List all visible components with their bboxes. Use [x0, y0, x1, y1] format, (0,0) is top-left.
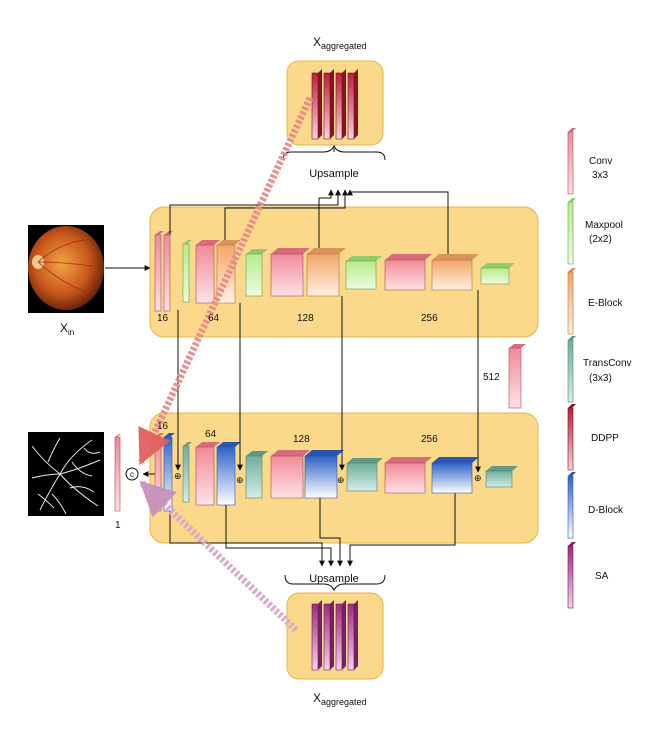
decoder-channels-256: 256 — [421, 434, 438, 445]
bottom-output-label: Xaggregated — [313, 691, 367, 707]
legend-item-dblock: D-Block — [567, 472, 624, 539]
legend-item-conv: Conv 3x3 — [567, 128, 612, 195]
upsample-bottom-label: Upsample — [309, 573, 359, 585]
legend-label-sa: SA — [595, 571, 609, 582]
encoder-to-upsample-lines — [169, 189, 449, 254]
legend-item-maxpool: Maxpool (2x2) — [567, 198, 623, 265]
enc-conv-2 — [195, 240, 220, 304]
dec-dblock-4 — [431, 457, 479, 494]
concat-node — [125, 467, 139, 481]
output-conv-block — [114, 434, 121, 512]
enc-conv-1a — [154, 231, 164, 312]
bottom-upsample-brace — [284, 574, 386, 592]
decoder-panel — [149, 412, 539, 544]
enc-eblock-3 — [306, 248, 346, 297]
legend-label-conv: Conv — [589, 156, 612, 167]
enc-eblock-4 — [431, 254, 479, 291]
legend-item-sa: SA — [567, 542, 609, 609]
enc-maxpool-1 — [182, 240, 192, 303]
dec-transconv-1 — [182, 442, 192, 503]
bottom-aggregate-arrow — [139, 480, 299, 633]
top-output-label: Xaggregated — [313, 35, 367, 51]
encoder-channels-64: 64 — [208, 313, 220, 324]
legend-label-ddpp: DDPP — [591, 433, 619, 444]
legend-sub-conv: 3x3 — [592, 170, 609, 181]
dec-transconv-2 — [245, 451, 268, 499]
top-upsample-brace — [282, 144, 386, 161]
top-aggregate-panel — [286, 60, 384, 146]
encoder-channels-256: 256 — [421, 313, 438, 324]
decoder-channels-128: 128 — [293, 434, 310, 445]
enc-conv-3 — [270, 248, 310, 297]
legend-label-transconv: TransConv — [583, 358, 632, 369]
legend: Conv 3x3 Maxpool (2x2) E-Block TransConv… — [567, 128, 632, 609]
plus-symbol-4: ⊕ — [474, 473, 482, 483]
dec-transconv-4 — [485, 466, 518, 488]
legend-sub-maxpool: (2x2) — [589, 234, 612, 245]
legend-item-ddpp: DDPP — [567, 404, 619, 471]
decoder-channels-16: 16 — [157, 421, 169, 432]
legend-sub-transconv: (3x3) — [589, 373, 612, 384]
top-aggregate-arrow — [137, 96, 314, 466]
legend-label-eblock: E-Block — [588, 298, 623, 309]
input-label: Xin — [60, 321, 74, 337]
enc-conv-1b — [163, 231, 173, 312]
enc-maxpool-3 — [345, 256, 382, 290]
bottom-sa-stack — [311, 600, 358, 671]
concat-symbol: c — [130, 470, 134, 479]
dec-conv-3 — [270, 450, 310, 499]
plus-symbol-1: ⊕ — [174, 471, 182, 481]
dec-transconv-3 — [346, 458, 383, 492]
enc-conv-4 — [384, 254, 432, 291]
legend-item-eblock: E-Block — [567, 268, 623, 335]
encoder-channels-16: 16 — [157, 313, 169, 324]
legend-item-transconv: TransConv (3x3) — [567, 336, 632, 403]
dec-conv-2 — [195, 442, 220, 506]
bottleneck-channels-label: 512 — [483, 372, 500, 383]
vessel-segmentation-output — [28, 432, 104, 516]
bottleneck-block — [508, 344, 526, 409]
dec-dblock-3 — [304, 450, 344, 499]
decoder-channels-64: 64 — [205, 429, 217, 440]
decoder-blocks — [154, 433, 518, 512]
bottom-aggregate-panel — [286, 592, 384, 680]
legend-label-dblock: D-Block — [588, 505, 624, 516]
upsample-top-label: Upsample — [309, 168, 359, 180]
enc-maxpool-2 — [245, 249, 268, 297]
decoder-to-upsample-lines — [169, 493, 456, 567]
encoder-blocks — [154, 231, 515, 312]
output-channels-label: 1 — [115, 520, 121, 531]
fundus-input-image — [28, 225, 104, 313]
legend-label-maxpool: Maxpool — [585, 220, 623, 231]
plus-symbol-3: ⊕ — [337, 475, 345, 485]
plus-symbol-2: ⊕ — [236, 475, 244, 485]
dec-conv-4 — [384, 457, 432, 494]
encoder-channels-128: 128 — [297, 313, 314, 324]
enc-maxpool-4 — [480, 263, 515, 285]
encoder-panel — [149, 206, 539, 338]
top-ddpp-stack — [311, 69, 358, 140]
